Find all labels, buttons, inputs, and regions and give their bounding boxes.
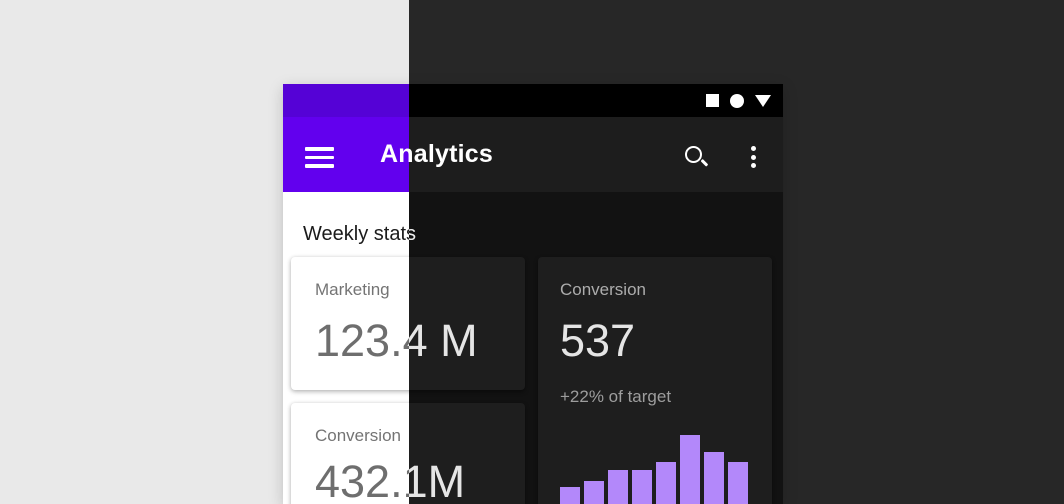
- dark-theme-clip: Analytics Weekly stats Marketing 123.4 M…: [409, 84, 783, 504]
- card-value: 537: [560, 315, 636, 366]
- search-icon[interactable]: [683, 144, 709, 170]
- phone-screen: Analytics Weekly stats Marketing 123.4 M…: [409, 84, 783, 504]
- chart-bar: [560, 487, 580, 504]
- overflow-menu-icon[interactable]: [745, 146, 761, 168]
- card-caption: +22% of target: [560, 387, 672, 406]
- card-value: 123.4 M: [409, 315, 478, 366]
- triangle-down-status-icon: [755, 94, 771, 107]
- card-value: 432.1M: [409, 456, 466, 504]
- card-label: Conversion: [315, 426, 401, 445]
- status-bar: [409, 84, 783, 117]
- status-icons: [706, 84, 771, 117]
- card-label: Marketing: [315, 280, 390, 299]
- section-title: Weekly stats: [409, 223, 416, 245]
- top-app-bar: Analytics: [409, 117, 783, 192]
- conversion-bar-chart: [560, 435, 748, 504]
- phone-mockup: Analytics Weekly stats Marketing 123.4 M…: [283, 84, 783, 504]
- chart-bar: [728, 462, 748, 504]
- card-label: Conversion: [560, 280, 646, 299]
- menu-icon[interactable]: [305, 147, 334, 168]
- content-area: Weekly stats Marketing 123.4 M Conversio…: [409, 192, 783, 504]
- stat-card-conversion-2: Conversion 432.1M: [409, 403, 525, 504]
- page-title: Analytics: [409, 139, 493, 168]
- chart-bar: [584, 481, 604, 504]
- circle-status-icon: [730, 93, 744, 108]
- stat-card-marketing: Marketing 123.4 M: [409, 257, 525, 390]
- square-status-icon: [706, 94, 719, 107]
- stat-card-conversion: Conversion 537 +22% of target: [538, 257, 772, 504]
- chart-bar: [704, 452, 724, 504]
- chart-bar: [656, 462, 676, 504]
- chart-bar: [608, 470, 628, 504]
- section-title: Weekly stats: [303, 223, 416, 245]
- chart-bar: [680, 435, 700, 504]
- chart-bar: [632, 470, 652, 504]
